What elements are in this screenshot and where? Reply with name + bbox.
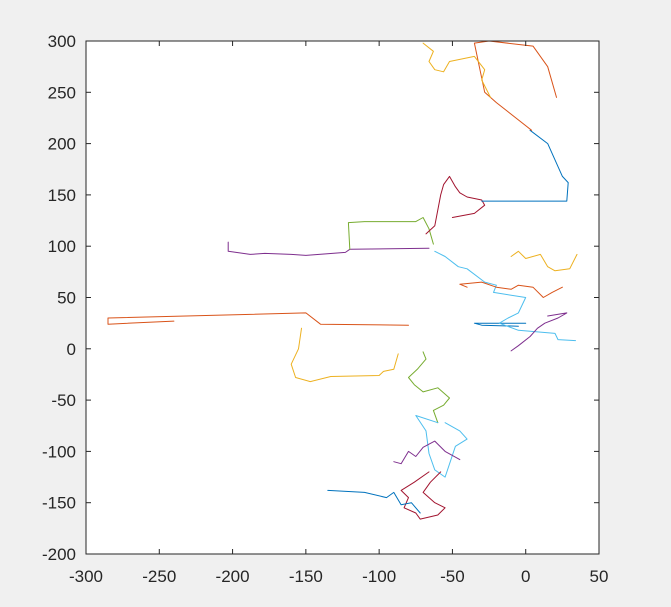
x-tick-label: -250 (142, 567, 176, 586)
series-line-6 (434, 250, 576, 342)
y-tick-label: -100 (42, 442, 76, 461)
x-tick-label: -50 (440, 567, 465, 586)
y-tick-label: 300 (48, 32, 76, 51)
y-tick-label: 200 (48, 135, 76, 154)
x-tick-label: -150 (289, 567, 323, 586)
y-tick-label: 150 (48, 186, 76, 205)
series-line-3 (290, 327, 399, 383)
y-tick-label: 100 (48, 237, 76, 256)
series-line-10 (422, 42, 491, 98)
ticks-layer: -300 -250 -200 -150 -100 -50 0 50 300 250 200 150 10… (42, 32, 608, 586)
series-line-15 (327, 489, 421, 514)
y-tick-label: 250 (48, 83, 76, 102)
y-tick-label: -200 (42, 545, 76, 564)
series-line-9 (473, 40, 557, 131)
y-tick-label: 0 (67, 340, 76, 359)
series-line-18 (393, 440, 461, 465)
y-tick-label: -50 (51, 391, 76, 410)
series-line-7 (425, 175, 486, 235)
series-line-17 (510, 250, 578, 272)
traces-layer (107, 40, 578, 520)
series-line-2 (107, 312, 409, 326)
x-tick-label: 50 (590, 567, 609, 586)
plot-area-background (86, 41, 599, 554)
x-tick-label: -200 (216, 567, 250, 586)
series-line-13 (415, 415, 468, 478)
series-line-11 (510, 312, 568, 352)
series-line-12 (408, 351, 450, 424)
y-tick-label: 50 (57, 289, 76, 308)
y-tick-label: -150 (42, 494, 76, 513)
series-line-5 (347, 217, 434, 250)
series-line-4 (227, 241, 430, 256)
x-tick-label: -100 (362, 567, 396, 586)
series-line-16 (459, 281, 563, 298)
x-tick-label: -300 (69, 567, 103, 586)
series-line-14 (400, 471, 446, 520)
series-line-8 (481, 129, 569, 202)
x-tick-label: 0 (521, 567, 530, 586)
